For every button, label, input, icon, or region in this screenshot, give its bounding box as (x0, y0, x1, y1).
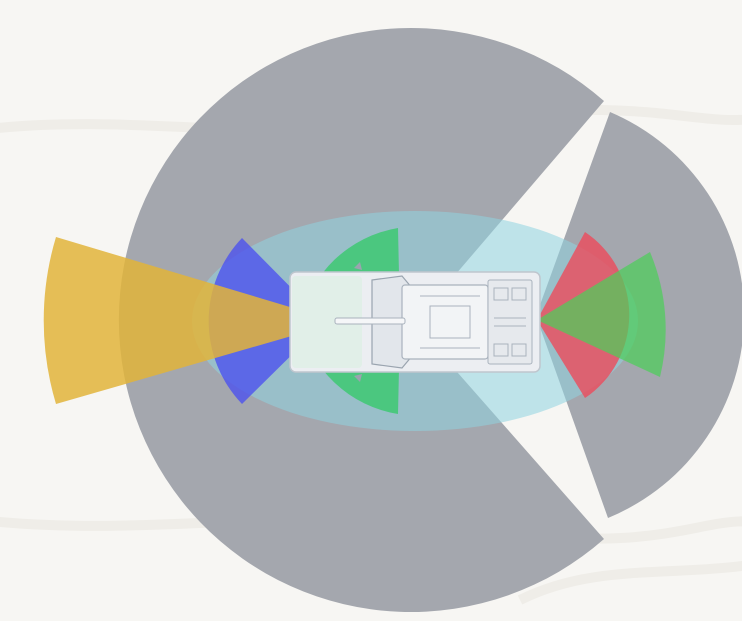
front-narrow-coverage (43, 237, 341, 404)
vehicle-detail-lines (420, 287, 527, 357)
vehicle-top-view-icon (289, 262, 541, 382)
vehicle-gun-barrel (334, 317, 406, 325)
rear-green-coverage (537, 252, 666, 377)
vehicle-periscope-right (354, 374, 362, 382)
vehicle-engine-deck (487, 279, 533, 365)
vehicle-front-deck (292, 276, 362, 368)
vehicle-periscope-left (354, 262, 362, 270)
